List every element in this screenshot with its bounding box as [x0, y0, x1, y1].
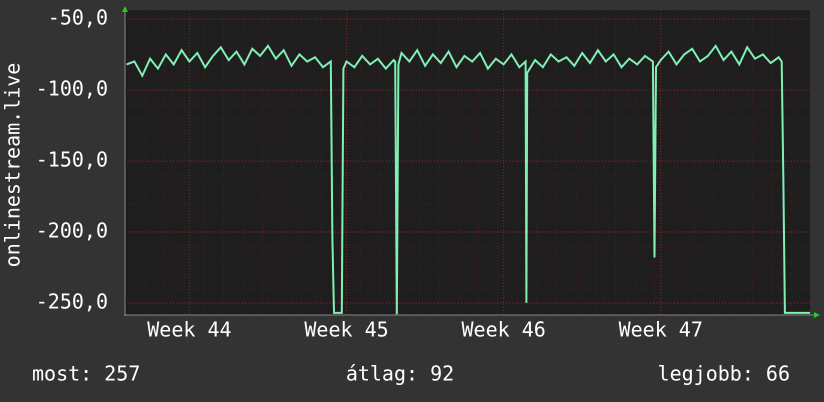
- axis-arrow: [814, 312, 820, 318]
- plot: -50,0 -100,0 -150,0 -200,0 -250,0 Week 44 Week…: [36, 5, 810, 342]
- y-tick-label: -250,0: [36, 289, 108, 313]
- x-tick-label: Week 44: [147, 318, 231, 342]
- axis-arrow: [122, 6, 128, 12]
- x-tick-label: Week 45: [304, 318, 388, 342]
- x-tick-label: Week 46: [461, 318, 545, 342]
- y-tick-label: -150,0: [36, 147, 108, 171]
- line: [126, 44, 810, 315]
- y-tick-label: -200,0: [36, 218, 108, 242]
- x-tick-label: Week 47: [619, 318, 703, 342]
- footer-text: legjobb: 66: [658, 362, 790, 386]
- minor-grid: [125, 10, 810, 315]
- y-tick-label: -50,0: [48, 5, 108, 29]
- footer-text: most: 257: [32, 362, 140, 386]
- footer-text: átlag: 92: [346, 362, 454, 386]
- y-tick-label: -100,0: [36, 76, 108, 100]
- y-axis-title: onlinestream.live: [1, 63, 25, 268]
